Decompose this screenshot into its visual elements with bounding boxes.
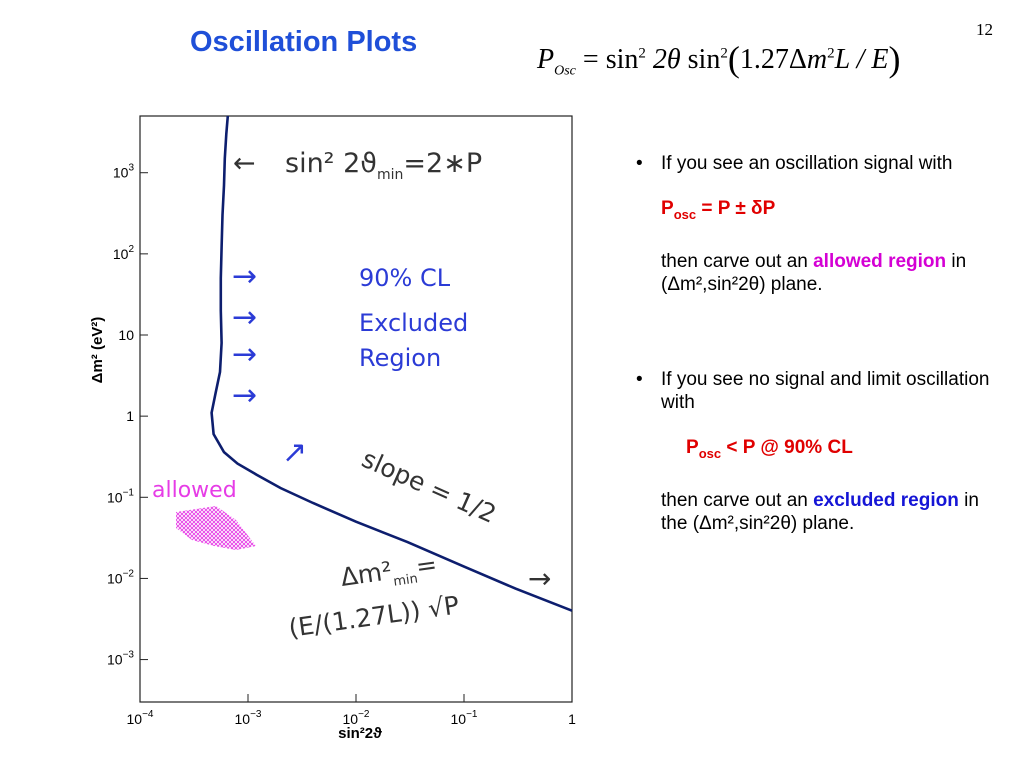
- x-tick-label: 10−4: [127, 709, 154, 727]
- formula-close-paren: ): [888, 39, 901, 79]
- exclusion-curve: [210, 115, 573, 612]
- allowed-region: [176, 506, 256, 550]
- bullet-limit: • If you see no signal and limit oscilla…: [636, 368, 1006, 535]
- bullet-signal-text: If you see an oscillation signal with: [661, 153, 953, 174]
- formula-p-sub: Osc: [554, 63, 576, 79]
- signal-carve-text: then carve out an allowed region in (Δm²…: [661, 250, 967, 295]
- bullet-marker: •: [636, 368, 643, 390]
- left-arrow-annotation: ←: [233, 148, 256, 179]
- x-tick-label: 10−2: [343, 709, 370, 727]
- formula-sin-2: sin: [687, 44, 721, 75]
- signal-measurement: Posc = P ± δP: [661, 198, 776, 222]
- formula-coef: 1.27Δ: [739, 44, 807, 75]
- bullet-list: • If you see an oscillation signal with …: [636, 152, 1006, 535]
- dm-min-label: Δm²min=: [339, 550, 440, 597]
- arrow-icon-4: →: [232, 378, 257, 413]
- region-label: Region: [359, 344, 441, 372]
- y-tick-label: 10−1: [107, 487, 134, 505]
- formula-rest: L / E: [834, 44, 889, 75]
- allowed-region-text: allowed region: [813, 250, 947, 272]
- oscillation-formula: POsc = sin2 2θ sin2(1.27Δm2L / E): [537, 38, 901, 80]
- dm-arrow-icon: →: [528, 562, 551, 595]
- y-tick-label: 10−2: [107, 568, 134, 586]
- formula-equals: =: [582, 44, 599, 75]
- arrow-icon-5: ↗: [282, 435, 307, 470]
- dm-min-formula: (E/(1.27L)) √P: [287, 590, 461, 643]
- formula-sin-1: sin: [605, 44, 639, 75]
- y-tick-label: 10: [118, 327, 134, 343]
- oscillation-plot: 10−4 10−3 10−2 10−1 1 10−310−210−1110102103 …: [89, 115, 576, 742]
- allowed-label: allowed: [152, 478, 237, 503]
- x-axis-label: sin²2ϑ: [338, 725, 382, 742]
- limit-measurement: Posc < P @ 90% CL: [686, 436, 853, 461]
- slide-title: Oscillation Plots: [190, 26, 418, 58]
- formula-open-paren: (: [727, 39, 740, 79]
- y-axis-label: Δm² (eV²): [89, 317, 106, 384]
- excluded-region-text: excluded region: [813, 489, 959, 511]
- arrow-icon-2: →: [232, 300, 257, 335]
- sin2-min-annotation: sin² 2ϑmin=2∗P: [285, 148, 482, 183]
- y-tick-label: 103: [113, 163, 135, 181]
- x-tick-label: 10−3: [235, 709, 262, 727]
- slope-label: slope = 1/2: [358, 444, 501, 529]
- formula-sup-1: 2: [638, 45, 646, 62]
- arrow-icon-1: →: [232, 259, 257, 294]
- y-tick-label: 102: [113, 244, 135, 262]
- bullet-marker: •: [636, 153, 643, 174]
- excluded-label: Excluded: [359, 309, 468, 337]
- y-tick-label: 1: [126, 408, 134, 424]
- x-tick-label: 1: [568, 711, 576, 727]
- slide-number: 12: [976, 20, 993, 39]
- bullet-limit-text: If you see no signal and limit oscillati…: [661, 368, 990, 413]
- formula-m: m: [806, 44, 828, 75]
- y-tick-label: 10−3: [107, 650, 134, 668]
- formula-sup-3: 2: [827, 45, 835, 62]
- limit-carve-text: then carve out an excluded region in the…: [661, 489, 979, 534]
- bullet-signal: • If you see an oscillation signal with …: [636, 152, 1006, 296]
- formula-p: P: [537, 44, 555, 75]
- formula-arg-1: 2θ: [652, 44, 681, 75]
- x-tick-label: 10−1: [451, 709, 478, 727]
- cl-label: 90% CL: [359, 264, 451, 292]
- formula-sup-2: 2: [720, 45, 728, 62]
- arrow-icon-3: →: [232, 337, 257, 372]
